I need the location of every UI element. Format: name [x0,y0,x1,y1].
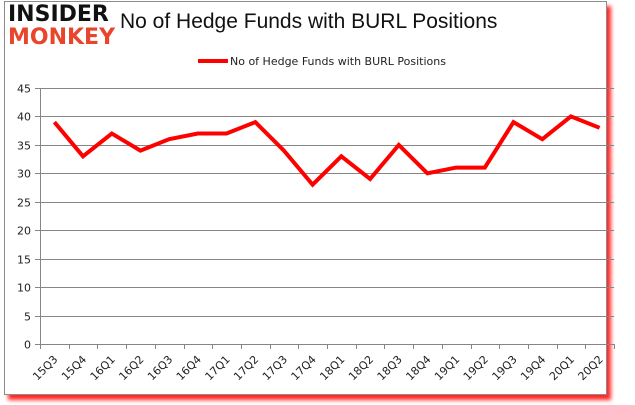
y-tick-label: 20 [17,225,31,238]
logo-line-1: INSIDER [8,2,109,27]
y-tick-label: 10 [17,282,31,295]
gridlines [40,88,614,317]
x-tick-label: 20Q1 [547,353,577,383]
x-tick-label: 16Q3 [145,353,175,383]
y-tick-label: 40 [17,111,31,124]
x-tick-label: 18Q4 [403,353,433,383]
x-tick-label: 20Q2 [576,353,606,383]
x-tick-label: 18Q2 [346,353,376,383]
data-series [52,114,601,188]
y-axis: 0 5 10 15 20 25 30 35 40 45 [17,83,41,352]
x-tick-label: 16Q2 [116,353,146,383]
x-tick-label: 17Q1 [203,353,233,383]
x-tick-label: 17Q4 [289,353,319,383]
x-tick-label: 15Q3 [30,353,60,383]
y-tick-label: 15 [17,254,31,267]
x-tick-label: 17Q3 [260,353,290,383]
chart-title: No of Hedge Funds with BURL Positions [120,10,498,33]
x-tick-label: 18Q1 [317,353,347,383]
x-tick-label: 19Q2 [461,353,491,383]
x-tick-label: 18Q3 [375,353,405,383]
chart-frame [4,1,607,395]
y-tick-label: 5 [24,311,31,324]
x-tick-label: 16Q4 [174,353,204,383]
logo-line-2: MONKEY [8,25,116,50]
y-tick-label: 0 [24,339,31,352]
x-tick-label: 15Q4 [59,353,89,383]
insider-monkey-logo: INSIDER MONKEY [8,4,116,50]
x-tick-label: 16Q1 [88,353,118,383]
y-tick-label: 25 [17,197,31,210]
y-tick-label: 45 [17,83,31,96]
legend: No of Hedge Funds with BURL Positions [198,55,446,68]
x-tick-label: 19Q4 [518,353,548,383]
x-axis: 15Q315Q416Q116Q216Q316Q417Q117Q217Q317Q4… [30,344,615,383]
x-tick-label: 17Q2 [231,353,261,383]
x-tick-label: 19Q3 [490,353,520,383]
y-tick-label: 30 [17,168,31,181]
legend-label: No of Hedge Funds with BURL Positions [230,55,446,68]
y-tick-label: 35 [17,140,31,153]
x-tick-label: 19Q1 [432,353,462,383]
series-line [52,114,601,188]
